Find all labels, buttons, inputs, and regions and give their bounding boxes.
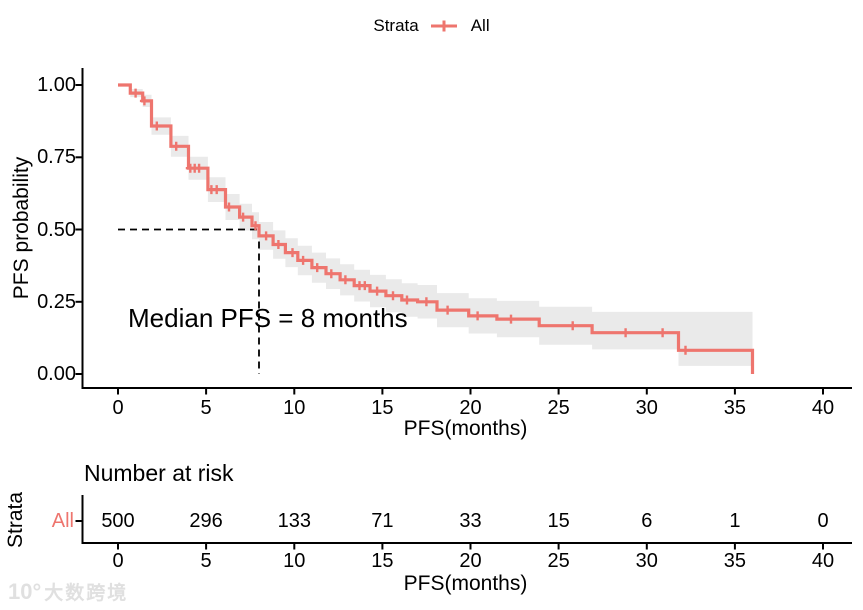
median-annotation: Median PFS = 8 months <box>128 303 408 333</box>
risk-x-tick-label: 20 <box>459 550 482 572</box>
y-tick-label: 0.75 <box>37 146 76 169</box>
watermark-text: 大数跨境 <box>44 583 129 604</box>
risk-count: 6 <box>641 510 653 532</box>
risk-x-tick-label: 30 <box>635 550 658 572</box>
legend-title: Strata <box>373 16 419 35</box>
risk-x-tick-label: 35 <box>723 550 747 572</box>
risk-x-tick-label: 10 <box>283 550 306 572</box>
survival-curve-all <box>118 83 755 374</box>
x-tick-label: 0 <box>112 397 124 419</box>
x-tick-label: 15 <box>371 397 394 419</box>
risk-table-title: Number at risk <box>84 460 234 486</box>
legend-key-plus-icon <box>430 20 457 32</box>
x-tick-label: 30 <box>635 397 658 419</box>
confidence-band <box>118 85 753 366</box>
risk-count: 0 <box>817 510 829 532</box>
y-tick-label: 0.25 <box>37 290 76 313</box>
risk-x-tick-label: 25 <box>547 550 570 572</box>
watermark-logo: 10° <box>8 578 42 604</box>
y-tick-label: 0.00 <box>37 363 76 385</box>
risk-x-axis-title: PFS(months) <box>403 572 528 595</box>
risk-row-label-all: All <box>51 510 74 532</box>
legend-item-all: All <box>470 16 490 35</box>
watermark: 10° 大数跨境 <box>8 578 128 605</box>
risk-x-tick-label: 40 <box>811 550 835 572</box>
x-axis-title: PFS(months) <box>403 417 528 440</box>
y-tick-label: 1.00 <box>37 74 76 96</box>
x-tick-label: 5 <box>200 397 212 419</box>
x-tick-label: 25 <box>547 397 570 419</box>
x-tick-label: 20 <box>459 397 482 419</box>
legend: Strata All <box>0 16 863 36</box>
risk-x-tick-label: 15 <box>371 550 394 572</box>
risk-count: 15 <box>547 510 570 532</box>
risk-count: 296 <box>189 510 223 532</box>
risk-x-tick-label: 0 <box>112 550 124 572</box>
risk-count: 133 <box>277 510 311 532</box>
x-tick-label: 40 <box>811 397 835 419</box>
risk-x-tick-label: 5 <box>200 550 212 572</box>
censor-marks <box>131 88 690 355</box>
risk-count: 71 <box>371 510 394 532</box>
y-tick-label: 0.50 <box>37 218 76 241</box>
risk-count: 500 <box>101 510 135 532</box>
risk-count: 1 <box>729 510 741 532</box>
x-tick-label: 10 <box>283 397 306 419</box>
x-tick-label: 35 <box>723 397 747 419</box>
risk-strata-axis-label: Strata <box>4 491 27 549</box>
risk-count: 33 <box>459 510 482 532</box>
